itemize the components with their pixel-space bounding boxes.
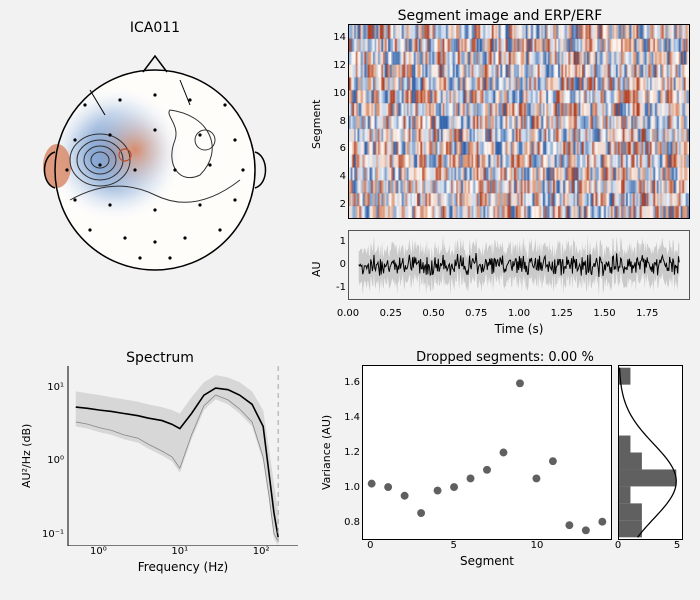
segment-yticks: 2468101214: [326, 24, 348, 224]
segment-title: Segment image and ERP/ERF: [310, 8, 690, 24]
variance-histogram: [618, 365, 683, 540]
erp-xlabel: Time (s): [348, 322, 690, 336]
spectrum-panel: Spectrum AU²/Hz (dB) 10⁻¹10⁰10¹ 10⁰10¹10…: [20, 350, 300, 590]
spectrum-ylabel: AU²/Hz (dB): [20, 366, 36, 546]
spectrum-xticks: 10⁰10¹10²: [66, 546, 300, 560]
spectrum-xlabel: Frequency (Hz): [66, 560, 300, 574]
erp-ylabel: AU: [310, 230, 326, 308]
variance-xticks: 0510: [362, 540, 612, 554]
variance-yticks: 0.81.01.21.41.6: [336, 365, 362, 540]
spectrum-yticks: 10⁻¹10⁰10¹: [36, 366, 66, 546]
spectrum-title: Spectrum: [20, 350, 300, 366]
spectrum-plot: [66, 366, 300, 546]
hist-xticks: 05: [618, 540, 683, 554]
variance-title: Dropped segments: 0.00 %: [320, 350, 690, 365]
variance-ylabel: Variance (AU): [320, 365, 336, 540]
segment-image: [348, 24, 690, 219]
segment-ylabel: Segment: [310, 24, 326, 224]
topomap-panel: ICA011: [20, 20, 290, 300]
topomap-title: ICA011: [20, 20, 290, 36]
erp-xticks: 0.000.250.500.751.001.251.501.75: [348, 308, 690, 322]
topomap-plot: [20, 40, 290, 295]
variance-panel: Dropped segments: 0.00 % Variance (AU) 0…: [320, 350, 690, 590]
variance-scatter: [362, 365, 612, 540]
erp-plot: [348, 230, 690, 300]
variance-xlabel: Segment: [362, 554, 612, 568]
erp-yticks: -101: [326, 230, 348, 308]
segment-panel: Segment image and ERP/ERF Segment 246810…: [310, 8, 690, 328]
